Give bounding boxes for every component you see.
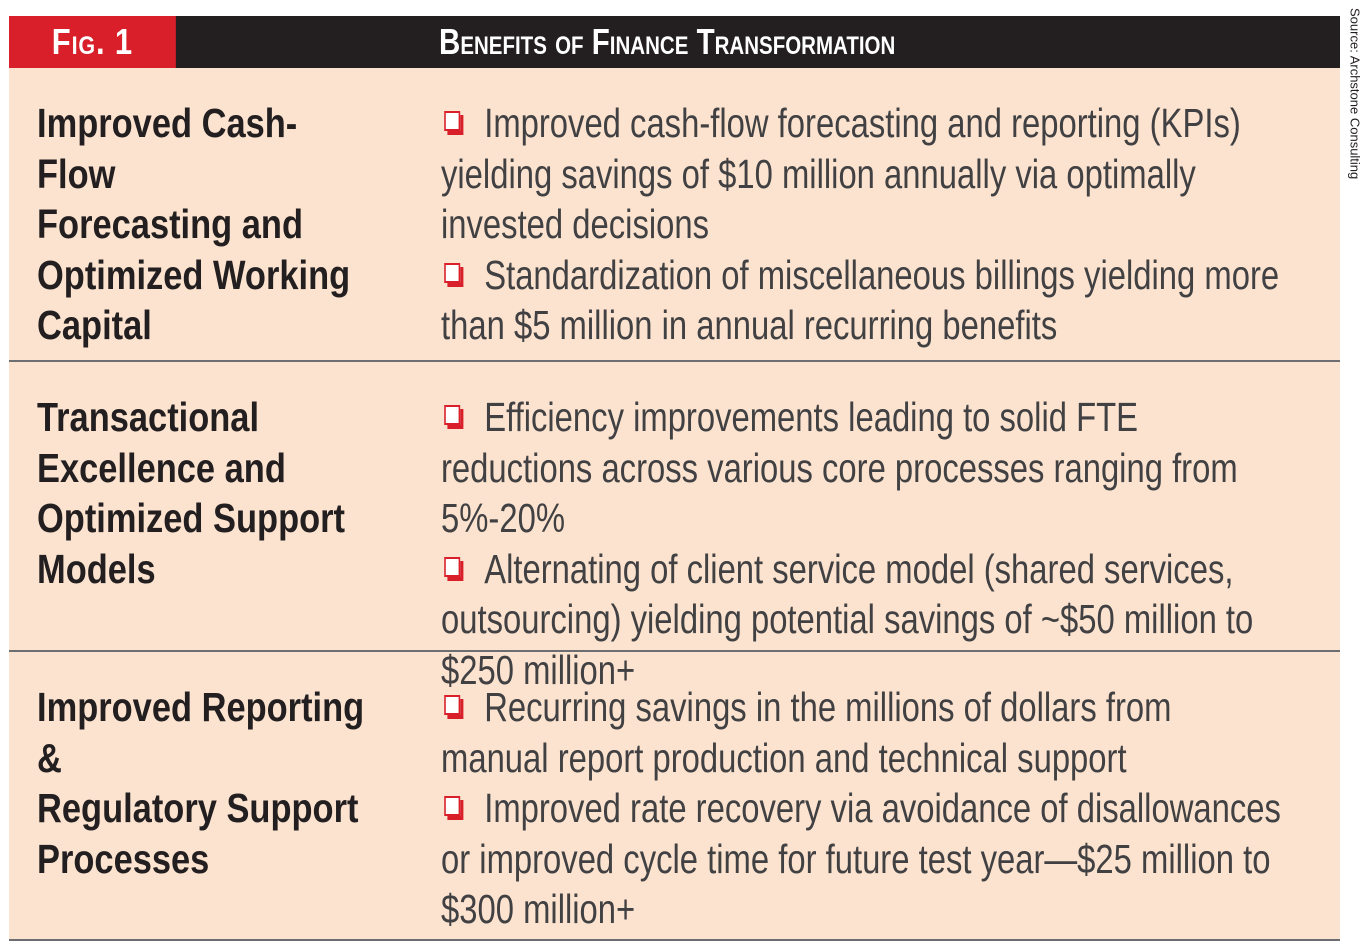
row-category: Improved Reporting & Regulatory Support … bbox=[37, 684, 365, 882]
bullet-text: Efficiency improvements leading to solid… bbox=[441, 394, 1238, 541]
checkbox-square-icon bbox=[444, 405, 464, 429]
row-divider bbox=[9, 939, 1340, 941]
row-category: Transactional Excellence and Optimized S… bbox=[37, 394, 346, 592]
bullet-item: Alternating of client service model (sha… bbox=[441, 544, 1281, 696]
figure-panel: Fig. 1 Benefits of Finance Transformatio… bbox=[9, 16, 1340, 941]
figure-title: Benefits of Finance Transformation bbox=[439, 21, 896, 62]
table-row: Improved Reporting & Regulatory Support … bbox=[9, 652, 1340, 939]
bullet-text: Alternating of client service model (sha… bbox=[441, 545, 1254, 693]
bullet-item: Efficiency improvements leading to solid… bbox=[441, 392, 1281, 544]
checkbox-square-icon bbox=[444, 556, 464, 581]
row-divider bbox=[9, 360, 1340, 362]
figure-label: Fig. 1 bbox=[9, 16, 176, 68]
table-row: Transactional Excellence and Optimized S… bbox=[9, 362, 1340, 693]
bullet-item: Improved rate recovery via avoidance of … bbox=[441, 783, 1281, 935]
header-bar: Fig. 1 Benefits of Finance Transformatio… bbox=[9, 16, 1340, 68]
bullet-text: Improved rate recovery via avoidance of … bbox=[441, 785, 1281, 932]
row-divider bbox=[9, 650, 1340, 652]
bullet-item: Standardization of miscellaneous billing… bbox=[441, 250, 1281, 351]
row-bullets: Improved cash-flow forecasting and repor… bbox=[441, 98, 1281, 351]
checkbox-square-icon bbox=[444, 262, 464, 287]
row-bullets: Efficiency improvements leading to solid… bbox=[441, 392, 1281, 695]
bullet-item: Improved cash-flow forecasting and repor… bbox=[441, 98, 1281, 250]
row-bullets: Recurring savings in the millions of dol… bbox=[441, 682, 1281, 935]
checkbox-square-icon bbox=[444, 111, 464, 135]
table-row: Improved Cash-Flow Forecasting and Optim… bbox=[9, 68, 1340, 360]
checkbox-square-icon bbox=[444, 796, 464, 820]
source-text: Source: Archstone Consulting bbox=[1347, 8, 1363, 180]
bullet-text: Recurring savings in the millions of dol… bbox=[441, 684, 1172, 781]
source-credit: Source: Archstone Consulting bbox=[1340, 8, 1370, 188]
bullet-item: Recurring savings in the millions of dol… bbox=[441, 682, 1281, 783]
row-category: Improved Cash-Flow Forecasting and Optim… bbox=[37, 100, 351, 348]
bullet-text: Improved cash-flow forecasting and repor… bbox=[441, 100, 1241, 247]
bullet-text: Standardization of miscellaneous billing… bbox=[441, 251, 1280, 349]
checkbox-square-icon bbox=[444, 695, 464, 719]
